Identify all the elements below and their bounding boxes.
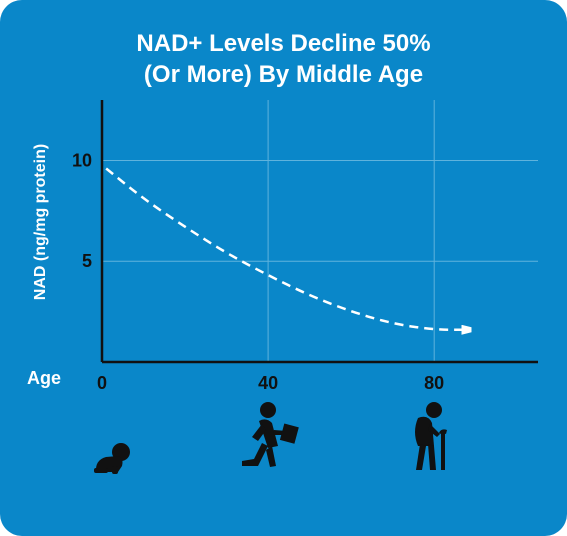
chart-title: NAD+ Levels Decline 50% (Or More) By Mid…	[0, 28, 567, 90]
x-tick-label-80: 80	[424, 373, 444, 393]
series-line-0	[105, 167, 467, 330]
elderly-cane-icon	[415, 402, 447, 470]
adult-walking-briefcase-icon	[242, 402, 299, 467]
chart-title-line-1: NAD+ Levels Decline 50%	[136, 30, 431, 57]
baby-crawling-icon	[94, 443, 130, 474]
y-tick-label-10: 10	[72, 150, 92, 170]
x-tick-label-40: 40	[258, 373, 278, 393]
chart-title-line-2: (Or More) By Middle Age	[143, 61, 424, 88]
x-axis-label: Age	[27, 368, 62, 388]
y-tick-label-5: 5	[82, 251, 92, 271]
x-tick-label-0: 0	[97, 373, 107, 393]
